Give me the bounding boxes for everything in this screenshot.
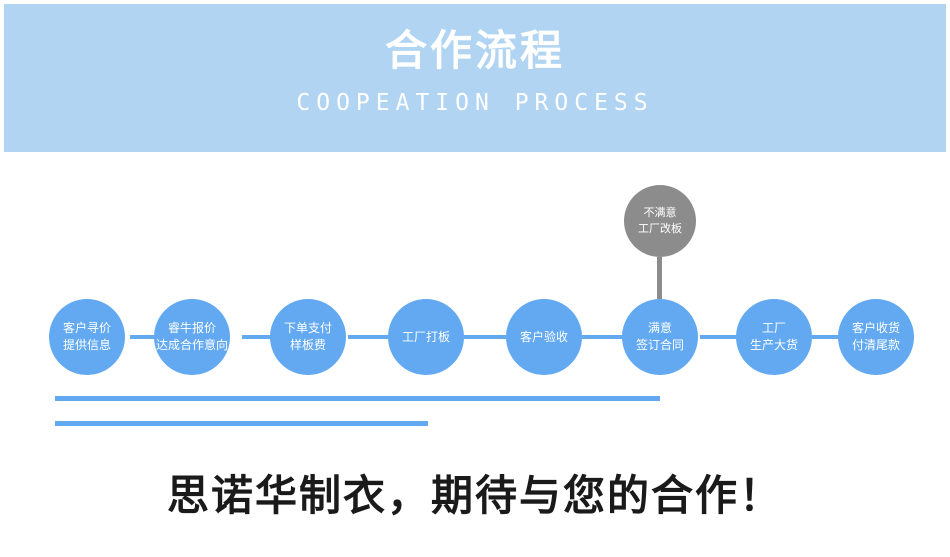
process-flow-diagram: 不满意 工厂改板 客户寻价 提供信息 睿牛报价 达成合作意向 下单支付 样板费 … — [0, 152, 950, 402]
flow-node-step-8-line1: 客户收货 — [851, 321, 900, 335]
connector-4-5 — [462, 335, 506, 339]
accent-rule-top — [55, 396, 660, 401]
flow-node-step-6-line2: 签订合同 — [635, 338, 684, 352]
connector-3-4 — [348, 335, 392, 339]
flow-node-step-5-line1: 客户验收 — [519, 329, 568, 344]
flow-node-step-6-line1: 满意 — [647, 321, 672, 335]
flow-node-step-7[interactable]: 工厂 生产大货 — [736, 299, 812, 375]
flow-node-step-6[interactable]: 满意 签订合同 — [622, 299, 698, 375]
flow-node-step-3-line1: 下单支付 — [283, 321, 332, 335]
flow-node-rework[interactable]: 不满意 工厂改板 — [624, 185, 696, 257]
connector-5-6 — [582, 335, 622, 339]
flow-node-step-4[interactable]: 工厂打板 — [388, 299, 464, 375]
flow-node-rework-line2: 工厂改板 — [638, 222, 682, 235]
accent-rule-bottom — [55, 421, 428, 426]
connector-6-7 — [700, 335, 740, 339]
connector-7-8 — [812, 335, 838, 339]
flow-node-step-3-line2: 样板费 — [289, 338, 326, 352]
flow-node-step-4-line1: 工厂打板 — [401, 329, 450, 344]
flow-node-step-2-line1: 睿牛报价 — [167, 321, 216, 335]
footer-slogan: 思诺华制衣，期待与您的合作！ — [166, 471, 783, 520]
header-banner: 合作流程 COOPEATION PROCESS — [4, 4, 946, 152]
flow-node-step-2[interactable]: 睿牛报价 达成合作意向 — [154, 299, 230, 375]
flow-node-step-2-line2: 达成合作意向 — [155, 338, 228, 352]
flow-node-step-8-line2: 付清尾款 — [851, 338, 900, 352]
flow-node-step-1-line2: 提供信息 — [62, 338, 111, 352]
flow-node-step-8[interactable]: 客户收货 付清尾款 — [838, 299, 914, 375]
page-title: 合作流程 — [384, 26, 565, 75]
flow-node-step-1[interactable]: 客户寻价 提供信息 — [49, 299, 125, 375]
branch-connector — [657, 257, 662, 299]
connector-2-3 — [242, 335, 277, 339]
flow-node-step-3[interactable]: 下单支付 样板费 — [270, 299, 346, 375]
flow-node-step-1-line1: 客户寻价 — [62, 321, 111, 335]
flow-node-step-7-line1: 工厂 — [761, 321, 786, 335]
flow-node-step-7-line2: 生产大货 — [749, 338, 798, 352]
page-subtitle: COOPEATION PROCESS — [296, 90, 654, 116]
flow-node-rework-line1: 不满意 — [643, 206, 677, 219]
flow-node-step-5[interactable]: 客户验收 — [506, 299, 582, 375]
